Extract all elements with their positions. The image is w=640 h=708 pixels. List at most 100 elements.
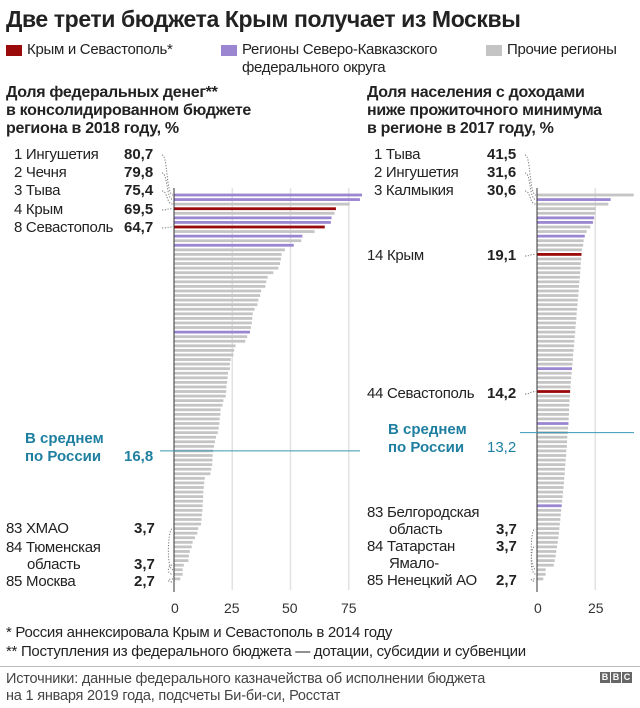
label-name: 85 Ненецкий АО [367,572,477,589]
tick-label: 25 [588,600,604,616]
bar [537,422,569,425]
label-value: 79,8 [124,164,154,181]
left-title-line: в консолидированном бюджете [6,102,251,119]
bar [537,527,560,531]
bar [174,198,360,201]
bar [537,490,564,494]
bar [537,348,574,352]
bar [174,367,230,371]
tick-label: 75 [341,600,357,616]
bar [537,554,556,558]
bar [174,577,181,581]
bar [537,353,574,357]
tick-label: 50 [282,600,298,616]
leader-line [167,578,174,583]
bar [537,266,581,270]
bar [537,536,559,540]
leader-line [167,564,174,575]
bar [174,344,236,348]
bar [174,266,279,270]
bar [537,376,572,380]
label-name: 3 Калмыкия [374,182,454,199]
bar [174,211,335,215]
bar [537,531,559,535]
bar [174,380,228,384]
label-value: 30,6 [487,182,517,199]
bar [174,358,231,361]
label-name: Ямало- [389,555,439,572]
bar [174,444,215,448]
label-name: область [389,521,443,538]
left-title-line: Доля федеральных денег** [6,84,218,101]
bar [174,527,199,531]
footnote: ** Поступления из федерального бюджета —… [6,643,526,660]
tick-label: 0 [534,600,542,616]
bar [537,312,577,316]
bar [174,554,189,558]
bar [537,271,581,275]
bar [537,303,578,307]
label-value: 31,6 [487,164,517,181]
label-name: 1 Тыва [374,146,421,163]
bar [174,339,246,343]
bar [537,257,582,261]
label-name: 84 Татарстан [367,538,455,555]
bar [537,426,568,430]
leader-line [530,578,537,582]
bar [174,257,281,261]
bar [537,481,565,485]
left-chart-title: Доля федеральных денег** в консолидирова… [6,84,251,138]
tick-label: 25 [224,600,240,616]
bar [537,239,584,243]
bar [174,568,183,572]
bar [174,316,253,320]
bar [537,358,573,361]
bar [537,568,546,572]
bar [174,563,184,567]
bar [537,563,554,567]
legend-swatch-crimea [6,45,22,56]
bar [174,303,258,307]
leader-line [524,253,537,257]
right-title-line: в регионе в 2017 году, % [367,120,554,137]
label-value: 14,2 [487,385,517,402]
bar [174,353,234,357]
leader-line [161,172,174,201]
bar [537,198,611,201]
leader-line [161,226,174,229]
bar [537,476,565,480]
bar [174,376,228,380]
bar [174,239,302,243]
leader-line [161,190,174,205]
bar [174,371,229,375]
bar [174,540,193,544]
bar [537,207,596,211]
bar [174,289,262,293]
avg-label-2: по России [25,448,102,465]
source-line: Источники: данные федерального казначейс… [6,671,486,687]
bar [537,522,560,526]
bar [537,221,593,224]
bar [537,253,582,256]
bar [174,326,251,329]
bar [537,504,562,508]
legend-label-crimea: Крым и Севастополь* [27,41,173,58]
bar [537,495,563,499]
leader-line [524,391,537,395]
label-name: 2 Чечня [14,164,67,181]
footer-divider [0,666,640,667]
avg-value: 13,2 [487,439,517,456]
avg-label-1: В среднем [388,421,467,438]
bar [174,335,248,339]
bar [174,476,205,480]
bar [537,321,576,325]
bar [174,312,253,316]
bar [174,426,219,430]
legend-label-ncfd-1: Регионы Северо-Кавказского [242,41,438,58]
leader-line [524,190,537,205]
bar [537,412,569,416]
bar [537,326,576,329]
bar [174,225,325,229]
label-name: 14 Крым [367,247,424,264]
